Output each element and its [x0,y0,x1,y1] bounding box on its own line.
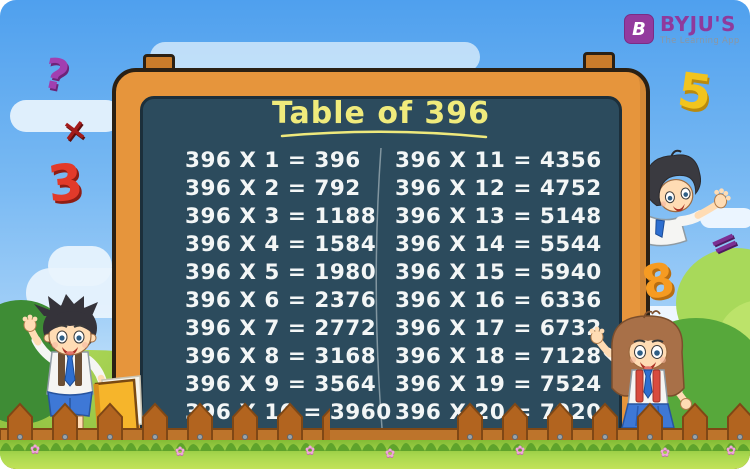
table-title: Table of 396 [271,96,491,131]
byjus-tagline: The Learning App [660,36,740,46]
byjus-brand-text: BYJU'S [660,12,736,36]
multiplication-row: 396 X 11 = 4356 [395,148,602,173]
multiplication-row: 396 X 1 = 396 [185,148,361,173]
number-three-decoration: 3 [45,152,86,214]
cloud [150,42,480,72]
multiplication-row: 396 X 13 = 5148 [395,204,602,229]
multiplication-row: 396 X 16 = 6336 [395,288,602,313]
multiplication-row: 396 X 2 = 792 [185,176,361,201]
multiplication-row: 396 X 12 = 4752 [395,176,602,201]
multiplication-column-right: 396 X 11 = 4356 396 X 12 = 4752 396 X 13… [395,147,602,427]
byjus-logo-icon: B [624,14,654,44]
multiplication-row: 396 X 5 = 1980 [185,260,377,285]
grass-tufts [0,433,750,451]
cloud [48,246,112,286]
byjus-logo: B BYJU'S The Learning App [624,14,740,46]
flower-icon: ✿ [726,443,737,457]
multiplication-row: 396 X 19 = 7524 [395,372,602,397]
multiplication-row: 396 X 3 = 1188 [185,204,377,229]
flower-icon: ✿ [660,445,671,459]
multiplication-row: 396 X 18 = 7128 [395,344,602,369]
multiplication-row: 396 X 7 = 2772 [185,316,377,341]
multiplication-row: 396 X 17 = 6732 [395,316,602,341]
title-underline [280,130,488,139]
multiplication-row: 396 X 14 = 5544 [395,232,602,257]
multiplication-row: 396 X 8 = 3168 [185,344,377,369]
flower-icon: ✿ [30,442,41,456]
flower-icon: ✿ [175,444,186,458]
peeking-boy-character [643,149,731,247]
question-mark-decoration: ? [39,48,74,102]
number-eight-decoration: 8 [637,251,679,311]
flower-icon: ✿ [305,443,316,457]
cloud [10,100,122,132]
flower-icon: ✿ [515,443,526,457]
multiplication-column-left: 396 X 1 = 396 396 X 2 = 792 396 X 3 = 11… [185,147,392,427]
times-sign-decoration: × [59,111,90,150]
chalkboard: Table of 396 396 X 1 = 396 396 X 2 = 792… [112,68,650,469]
multiplication-row: 396 X 15 = 5940 [395,260,602,285]
multiplication-row: 396 X 6 = 2376 [185,288,377,313]
cloud [700,208,750,228]
number-five-decoration: 5 [674,61,716,123]
multiplication-row: 396 X 4 = 1584 [185,232,377,257]
column-divider [375,148,383,428]
multiplication-row: 396 X 9 = 3564 [185,372,377,397]
flower-icon: ✿ [385,446,396,460]
